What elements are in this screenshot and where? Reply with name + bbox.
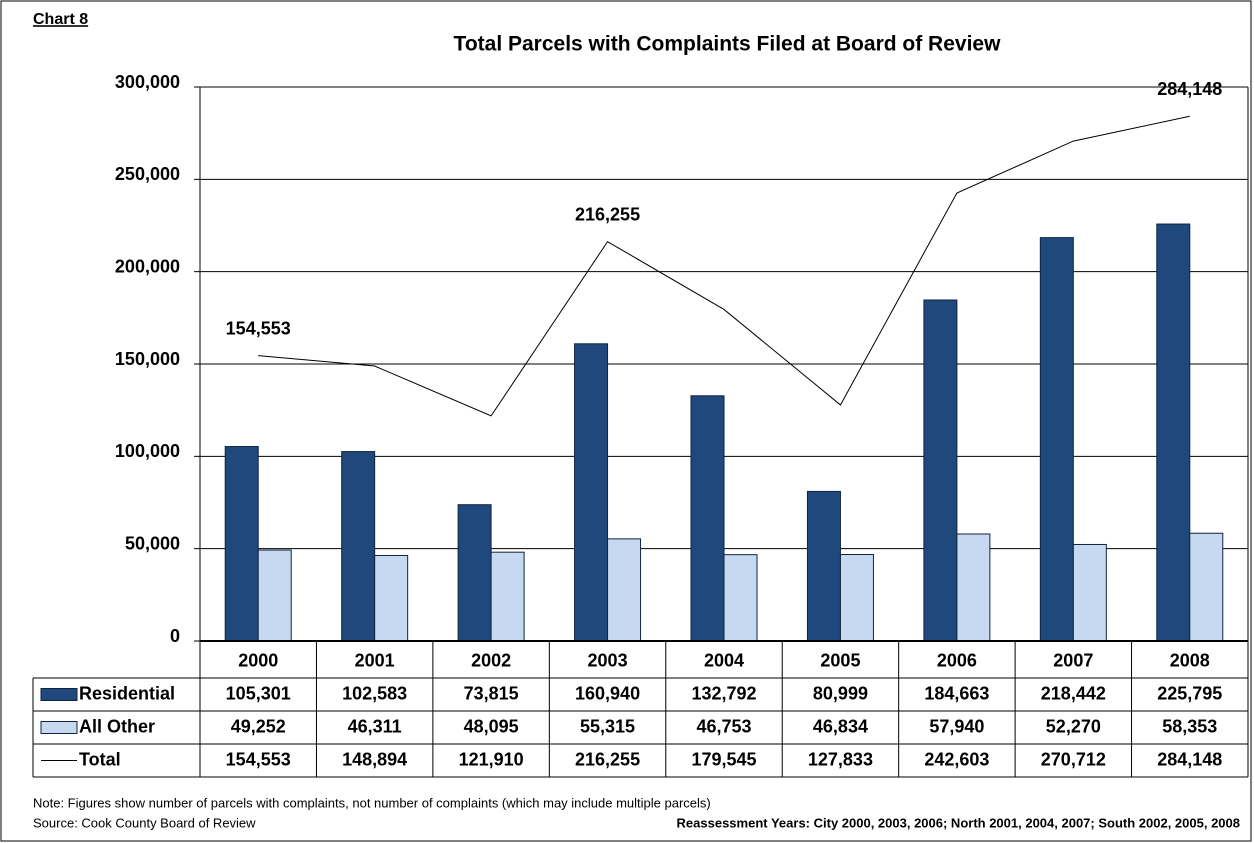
y-tick-label: 250,000 [115,164,180,184]
x-tick-label: 2006 [937,650,977,670]
data-label: 154,553 [226,318,291,338]
data-label: 216,255 [575,204,640,224]
table-cell: 216,255 [575,749,640,769]
bar [374,554,409,642]
table-cell: 57,940 [929,716,984,736]
bar [224,446,259,642]
y-tick-label: 100,000 [115,441,180,461]
y-tick-label: 50,000 [125,533,180,553]
bar [607,538,642,642]
footnote: Reassessment Years: City 2000, 2003, 200… [677,815,1240,830]
source: Source: Cook County Board of Review [33,815,256,830]
bar [956,533,991,642]
note: Note: Figures show number of parcels wit… [33,795,711,810]
table-cell: 218,442 [1041,683,1106,703]
legend-swatch [40,688,78,701]
table-cell: 184,663 [924,683,989,703]
x-tick-label: 2008 [1170,650,1210,670]
x-tick-label: 2007 [1053,650,1093,670]
legend-label: Residential [79,683,175,703]
bar [490,551,525,642]
y-tick-label: 150,000 [115,349,180,369]
table-cell: 80,999 [813,683,868,703]
x-tick-label: 2001 [355,650,395,670]
bar [723,554,758,642]
y-tick-label: 300,000 [115,72,180,92]
legend-label: Total [79,749,121,769]
corner-label: Chart 8 [33,11,88,28]
table-cell: 160,940 [575,683,640,703]
legend-swatch [40,721,78,734]
bar [839,554,874,642]
table-cell: 102,583 [342,683,407,703]
bar [923,299,958,642]
bar [1072,543,1107,642]
table-cell: 284,148 [1157,749,1222,769]
table-cell: 132,792 [691,683,756,703]
table-cell: 127,833 [808,749,873,769]
table-cell: 105,301 [226,683,291,703]
chart-title: Total Parcels with Complaints Filed at B… [454,33,1002,56]
table-cell: 154,553 [226,749,291,769]
table-cell: 49,252 [231,716,286,736]
table-cell: 179,545 [691,749,756,769]
table-cell: 225,795 [1157,683,1222,703]
x-tick-label: 2002 [471,650,511,670]
table-cell: 46,753 [696,716,751,736]
bar [1189,532,1224,642]
bar [257,549,292,642]
bar [1156,223,1191,642]
bar [806,490,841,642]
table-cell: 46,311 [348,716,402,736]
x-tick-label: 2005 [820,650,860,670]
x-tick-label: 2004 [704,650,744,670]
table-cell: 55,315 [580,716,635,736]
data-label: 284,148 [1157,79,1222,99]
table-cell: 48,095 [464,716,519,736]
x-tick-label: 2003 [588,650,628,670]
bar [690,395,725,642]
bar [457,504,492,642]
table-cell: 270,712 [1041,749,1106,769]
table-cell: 58,353 [1162,716,1217,736]
y-tick-label: 200,000 [115,256,180,276]
legend-label: All Other [79,716,155,736]
table-cell: 73,815 [464,683,519,703]
table-cell: 242,603 [924,749,989,769]
bar [574,343,609,642]
line [258,115,1190,417]
x-tick-label: 2000 [238,650,278,670]
bar [1039,237,1074,642]
table-cell: 121,910 [459,749,524,769]
table-cell: 46,834 [813,716,868,736]
table-cell: 148,894 [342,749,407,769]
bar [341,451,376,642]
table-cell: 52,270 [1046,716,1101,736]
y-tick-label: 0 [170,626,180,646]
